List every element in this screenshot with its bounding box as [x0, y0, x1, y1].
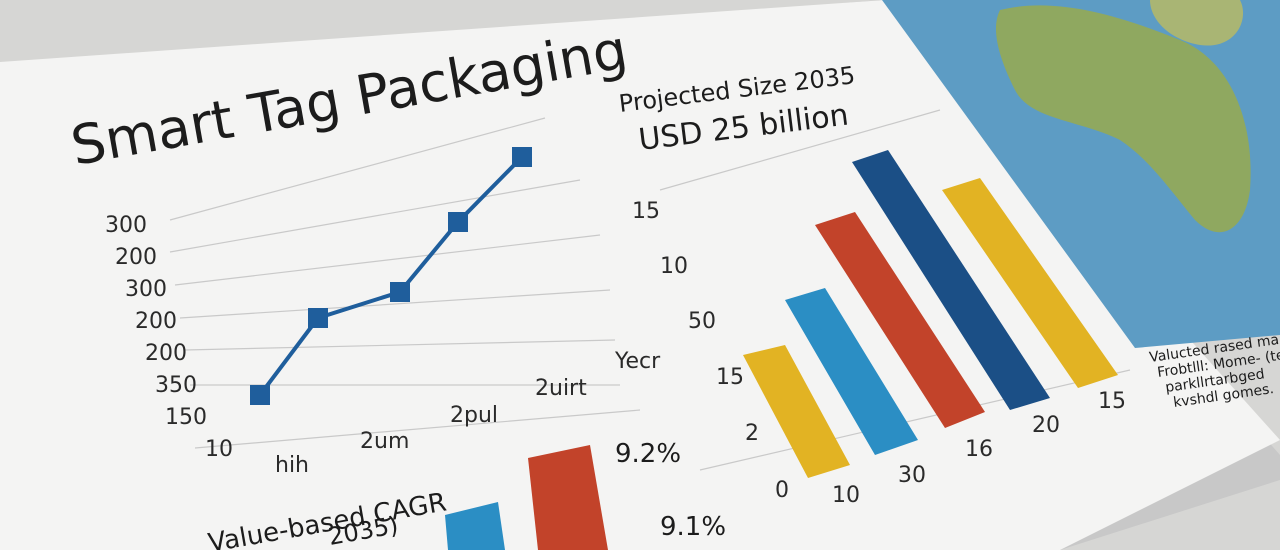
y-labels: 15 10 50 15 2 0	[632, 199, 789, 503]
y-label: 300	[125, 277, 167, 302]
cagr-bar	[528, 445, 608, 550]
y-label: 15	[716, 365, 744, 390]
x-label: 2pul	[450, 403, 498, 428]
line-point	[308, 308, 328, 328]
y-label: 200	[135, 309, 177, 334]
grid-line	[699, 369, 1131, 471]
y-label: 300	[105, 213, 147, 238]
x-label: 16	[965, 437, 993, 462]
bar	[815, 212, 985, 428]
line-point	[448, 212, 468, 232]
line-panel: 300 200 300 200 200 350 150 10 hih 2um 2pul 2uirt Y…	[105, 117, 661, 478]
y-label: 2	[745, 421, 759, 446]
bar	[785, 288, 918, 455]
grid-line	[169, 117, 546, 221]
y-labels: 300 200 300 200 200 350 150 10	[105, 213, 233, 462]
grid-line	[179, 289, 611, 319]
x-label: 30	[898, 463, 926, 488]
line-point	[390, 282, 410, 302]
y-label: 150	[165, 405, 207, 430]
map-land	[1150, 0, 1244, 46]
grid-line	[174, 234, 601, 286]
grid-line	[169, 179, 581, 253]
bar	[743, 345, 850, 478]
cagr-value: 9.2%	[615, 439, 681, 469]
cagr-value: 9.1%	[660, 512, 726, 542]
y-label: 50	[688, 309, 716, 334]
y-label: 15	[632, 199, 660, 224]
y-label: 350	[155, 373, 197, 398]
x-labels: 10 30 16 20 15	[832, 389, 1126, 508]
x-label: 10	[832, 483, 860, 508]
x-label: 15	[1098, 389, 1126, 414]
y-label: 200	[145, 341, 187, 366]
grid-line	[194, 409, 641, 449]
x-label: Yecr	[614, 349, 661, 374]
grid-line	[184, 339, 616, 351]
x-label: 2uirt	[535, 376, 587, 401]
cagr-bar	[445, 502, 505, 550]
bar	[942, 178, 1118, 388]
y-label: 200	[115, 245, 157, 270]
map-land	[995, 5, 1251, 233]
x-label: hih	[275, 453, 309, 478]
line-point	[512, 147, 532, 167]
grid-line	[659, 109, 941, 191]
bar	[852, 150, 1050, 410]
y-label: 0	[775, 478, 789, 503]
x-label: 2um	[360, 429, 409, 454]
x-labels: hih 2um 2pul 2uirt Yecr	[275, 349, 661, 478]
line-point	[250, 385, 270, 405]
y-label: 10	[660, 254, 688, 279]
y-label: 10	[205, 437, 233, 462]
x-label: 20	[1032, 413, 1060, 438]
